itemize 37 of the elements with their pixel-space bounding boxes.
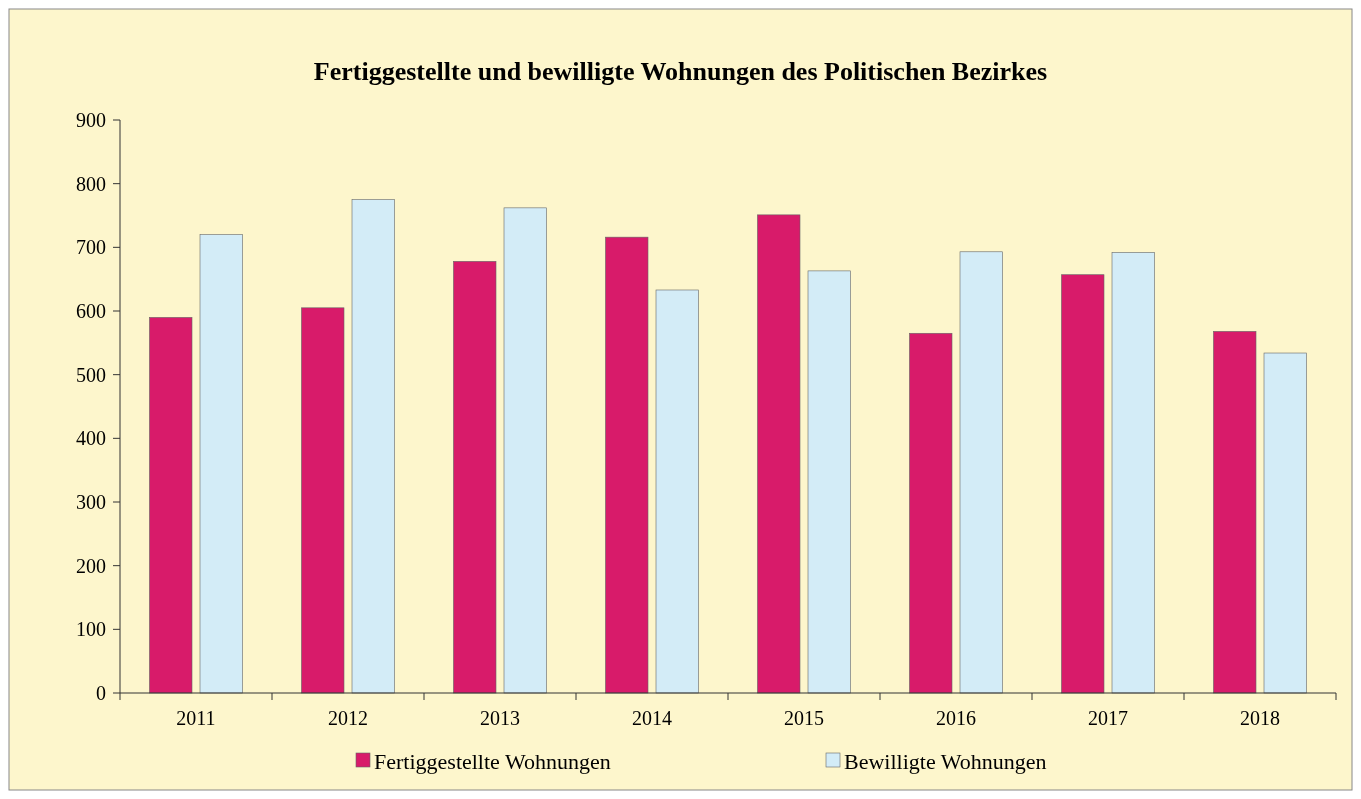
x-tick-label: 2015 bbox=[784, 707, 824, 729]
y-tick-label: 300 bbox=[76, 491, 106, 513]
x-tick-label: 2011 bbox=[176, 707, 216, 729]
x-tick-label: 2012 bbox=[328, 707, 368, 729]
x-tick-label: 2018 bbox=[1240, 707, 1280, 729]
y-tick-label: 100 bbox=[76, 618, 106, 641]
bar bbox=[199, 234, 243, 694]
y-tick-label: 200 bbox=[76, 554, 106, 577]
y-tick-label: 400 bbox=[76, 427, 106, 450]
bar bbox=[503, 207, 547, 694]
bar bbox=[1263, 352, 1307, 694]
bar bbox=[1111, 252, 1155, 694]
legend-label: Bewilligte Wohnungen bbox=[844, 748, 1047, 774]
y-tick-label: 0 bbox=[96, 682, 106, 704]
bar bbox=[149, 317, 193, 694]
bar bbox=[453, 261, 497, 694]
x-tick-label: 2017 bbox=[1088, 707, 1128, 729]
bar bbox=[301, 307, 345, 694]
y-tick-label: 700 bbox=[76, 236, 106, 259]
bar bbox=[351, 199, 395, 694]
bar bbox=[909, 332, 953, 694]
y-tick-label: 600 bbox=[76, 300, 106, 322]
bar bbox=[1061, 274, 1105, 694]
bar bbox=[807, 270, 851, 694]
y-tick-label: 500 bbox=[76, 363, 106, 386]
legend-label: Fertiggestellte Wohnungen bbox=[374, 748, 611, 774]
bar bbox=[605, 236, 649, 694]
bar bbox=[757, 214, 801, 694]
x-tick-label: 2013 bbox=[480, 707, 520, 729]
x-tick-label: 2016 bbox=[936, 707, 976, 729]
y-tick-label: 800 bbox=[76, 172, 106, 195]
bar bbox=[959, 251, 1003, 694]
y-tick-label: 900 bbox=[76, 109, 106, 131]
bar bbox=[1213, 331, 1257, 694]
bar bbox=[655, 289, 699, 694]
x-tick-label: 2014 bbox=[632, 707, 672, 729]
chart-title: Fertiggestellte und bewilligte Wohnungen des Politischen Bezirkes bbox=[313, 57, 1048, 86]
